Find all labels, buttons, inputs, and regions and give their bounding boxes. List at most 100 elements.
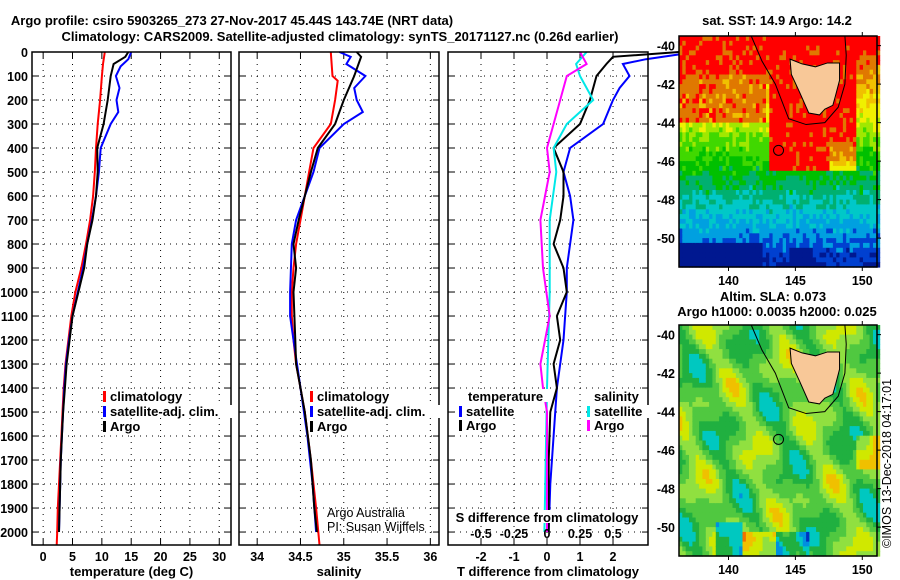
map-cell [705, 512, 710, 519]
map-cell [792, 113, 797, 119]
map-cell [786, 170, 790, 177]
map-cell [719, 440, 723, 446]
map-cell [742, 488, 747, 494]
map-cell [732, 209, 737, 215]
map-cell [702, 252, 707, 258]
map-cell [729, 474, 734, 480]
map-cell [766, 536, 770, 543]
map-cell [685, 228, 690, 234]
map-cell [832, 113, 837, 119]
series-line-argo [292, 51, 363, 533]
map-cell [863, 84, 867, 90]
map-cell [779, 512, 784, 519]
map-cell [742, 325, 747, 331]
map-cell [702, 531, 707, 538]
map-cell [702, 387, 707, 393]
map-cell [766, 522, 770, 528]
map-cell [749, 517, 754, 523]
map-cell [689, 132, 693, 138]
map-cell [732, 113, 737, 119]
map-cell [759, 64, 764, 71]
map-cell [689, 344, 693, 350]
map-cell [759, 223, 764, 230]
map-cell [799, 180, 804, 186]
map-cell [769, 199, 774, 205]
map-cell [762, 493, 767, 499]
map-cell [709, 445, 713, 451]
map-cell [705, 445, 710, 451]
map-cell [702, 74, 707, 80]
map-cell [869, 127, 874, 133]
map-cell [782, 209, 787, 215]
map-cell [802, 228, 807, 234]
map-cell [766, 127, 770, 133]
map-cell [769, 165, 774, 172]
map-cell [712, 88, 717, 95]
map-cell [819, 50, 824, 56]
map-cell [745, 474, 750, 480]
map-cell [709, 536, 713, 543]
map-cell [745, 339, 750, 345]
map-cell [692, 69, 697, 76]
map-cell [735, 175, 740, 181]
map-cell [745, 406, 750, 413]
map-cell [749, 344, 754, 350]
map-cell [705, 180, 710, 186]
map-cell [799, 402, 804, 408]
map-cell [739, 488, 744, 494]
map-cell [715, 551, 720, 557]
map-cell [799, 170, 804, 177]
map-cell [712, 98, 717, 104]
map-cell [789, 156, 794, 162]
map-cell [752, 353, 757, 360]
map-cell [705, 474, 710, 480]
map-cell [782, 349, 787, 355]
map-cell [776, 435, 780, 442]
map-cell [695, 137, 700, 143]
map-cell [859, 98, 864, 104]
map-cell [752, 108, 757, 114]
map-cell [769, 445, 774, 451]
map-cell [873, 218, 877, 225]
map-cell [759, 445, 764, 451]
map-cell [829, 117, 834, 124]
map-cell [682, 522, 687, 528]
map-cell [695, 40, 700, 47]
map-cell [776, 247, 780, 254]
map-cell [699, 209, 703, 215]
map-cell [819, 252, 824, 258]
map-cell [722, 228, 727, 234]
map-cell [699, 74, 703, 80]
map-cell [749, 108, 754, 114]
map-cell [685, 36, 690, 42]
map-cell [786, 464, 790, 470]
map-cell [772, 223, 777, 230]
map-cell [859, 180, 864, 186]
map-cell [859, 233, 864, 239]
map-cell [836, 228, 841, 234]
map-cell [752, 377, 757, 384]
map-cell [739, 411, 744, 417]
map-cell [859, 69, 864, 76]
map-cell [842, 40, 847, 47]
map-cell [739, 204, 744, 210]
map-cell [715, 252, 720, 258]
map-cell [679, 252, 683, 258]
map-cell [766, 170, 770, 177]
map-cell [725, 536, 730, 543]
map-cell [709, 406, 713, 413]
map-cell [759, 50, 764, 56]
map-cell [772, 469, 777, 475]
map-cell [786, 498, 790, 504]
map-cell [772, 353, 777, 360]
map-cell [836, 204, 841, 210]
map-cell [732, 459, 737, 466]
map-cell [866, 45, 871, 51]
map-cell [712, 204, 717, 210]
map-cell [792, 122, 797, 128]
map-cell [712, 406, 717, 413]
map-cell [729, 531, 734, 538]
map-cell [792, 108, 797, 114]
map-cell [755, 238, 760, 244]
map-cell [766, 199, 770, 205]
